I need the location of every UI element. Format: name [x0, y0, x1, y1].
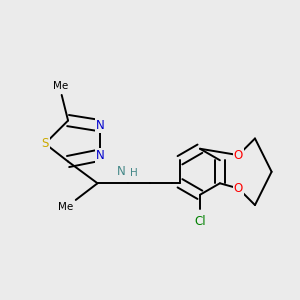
- Text: S: S: [41, 137, 49, 150]
- Text: Cl: Cl: [194, 215, 206, 228]
- Text: O: O: [234, 182, 243, 195]
- Text: Me: Me: [58, 202, 73, 212]
- Text: H: H: [130, 168, 137, 178]
- Text: Me: Me: [53, 81, 68, 91]
- Text: N: N: [116, 165, 125, 178]
- Text: O: O: [234, 148, 243, 162]
- Text: N: N: [96, 148, 104, 162]
- Text: N: N: [96, 119, 104, 132]
